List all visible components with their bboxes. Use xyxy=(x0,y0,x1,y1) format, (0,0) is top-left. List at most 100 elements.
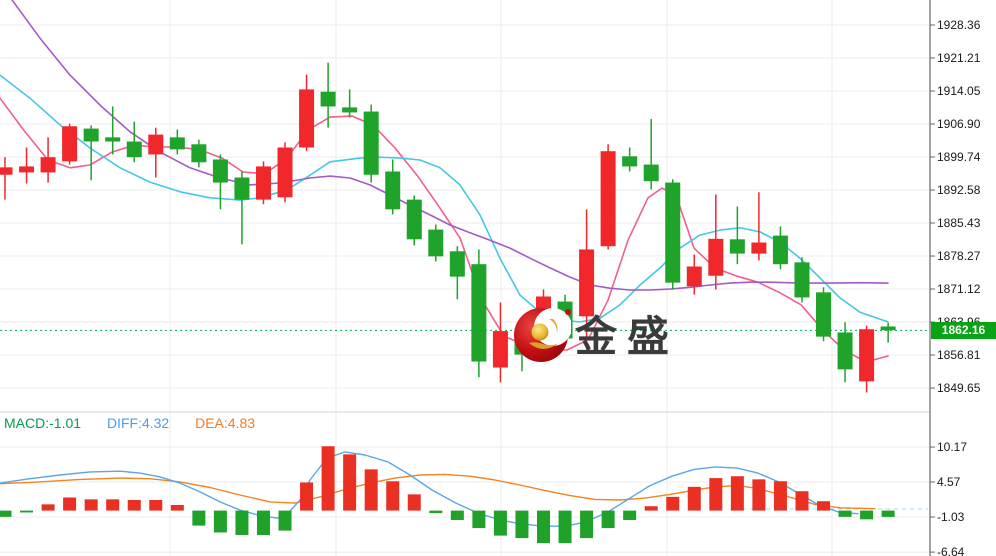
macd-histogram-bar xyxy=(213,510,227,533)
candle-body xyxy=(536,296,551,345)
macd-histogram-bar xyxy=(429,510,443,514)
macd-tick-label: -1.03 xyxy=(937,510,965,525)
candle-body xyxy=(406,199,422,240)
last-price-badge: 1862.16 xyxy=(931,322,996,340)
candle-body xyxy=(363,111,379,175)
candle-body xyxy=(600,151,616,247)
candle-body xyxy=(40,157,56,173)
macd-histogram-bar xyxy=(817,501,831,511)
price-tick-label: 1928.36 xyxy=(937,18,981,32)
macd-histogram-bar xyxy=(687,486,701,511)
price-tick-label: 1856.81 xyxy=(937,348,981,363)
diff-value-readout: DIFF:4.32 xyxy=(106,415,170,431)
candle-body xyxy=(212,159,228,183)
macd-histogram-bar xyxy=(838,510,852,517)
candle-body xyxy=(255,166,271,200)
macd-histogram-bar xyxy=(623,510,637,520)
candle-body xyxy=(622,156,638,167)
macd-indicator-header: MACD:-1.01 DIFF:4.32 DEA:4.83 xyxy=(4,415,277,431)
candle-body xyxy=(105,137,121,142)
macd-histogram-bar xyxy=(170,504,184,511)
price-tick-label: 1892.58 xyxy=(937,183,981,198)
macd-histogram-bar xyxy=(364,469,378,511)
candle-body xyxy=(816,292,832,337)
dea-value-readout: DEA:4.83 xyxy=(195,415,256,431)
macd-histogram-bar xyxy=(666,496,680,511)
ma-line-MA-slow xyxy=(11,0,889,291)
macd-histogram-bar xyxy=(644,506,658,511)
candle-body xyxy=(277,147,293,198)
macd-histogram-bar xyxy=(515,510,529,539)
macd-histogram-bar xyxy=(730,476,744,511)
macd-histogram-bar xyxy=(321,446,335,511)
candle-body xyxy=(428,229,444,257)
macd-histogram-bar xyxy=(860,510,874,520)
dea-line xyxy=(0,473,876,510)
macd-histogram-bar xyxy=(300,482,314,511)
macd-histogram-bar xyxy=(537,510,550,544)
candle-body xyxy=(492,331,508,368)
price-tick-label: 1849.65 xyxy=(937,381,981,396)
price-tick-label: 1871.12 xyxy=(937,282,981,297)
macd-histogram-bar xyxy=(63,497,77,511)
macd-histogram-bar xyxy=(106,499,120,511)
candle-body xyxy=(772,235,788,265)
candle-body xyxy=(385,171,401,210)
macd-histogram-bar xyxy=(773,481,787,511)
macd-histogram-bar xyxy=(386,481,400,511)
candle-body xyxy=(686,266,702,287)
macd-histogram-bar xyxy=(752,479,766,511)
macd-histogram-bar xyxy=(256,510,270,535)
macd-histogram-bar xyxy=(127,499,141,511)
macd-tick-label: 4.57 xyxy=(937,475,961,490)
macd-histogram-bar xyxy=(0,510,12,517)
macd-tick-label: 10.17 xyxy=(937,440,968,455)
macd-histogram-bar xyxy=(407,494,421,511)
candle-body xyxy=(729,239,745,254)
candle-body xyxy=(62,126,78,162)
price-tick-label: 1921.21 xyxy=(937,50,981,65)
macd-histogram-bar xyxy=(343,454,357,511)
macd-value-readout: MACD:-1.01 xyxy=(4,415,82,431)
macd-histogram-bar xyxy=(20,510,34,513)
candle-body xyxy=(643,164,659,182)
candle-body xyxy=(234,177,250,200)
candle-body xyxy=(126,141,142,158)
candle-body xyxy=(83,128,99,142)
candle-body xyxy=(794,262,810,298)
price-tick-label: 1914.05 xyxy=(937,84,981,98)
price-tick-label: 1878.27 xyxy=(937,249,981,264)
macd-histogram-bar xyxy=(472,510,486,529)
candle-body xyxy=(708,238,724,276)
candle-body xyxy=(751,242,767,254)
candle-body xyxy=(342,107,358,113)
macd-histogram-bar xyxy=(192,510,206,526)
candle-body xyxy=(299,89,315,148)
candle-body xyxy=(148,134,164,155)
macd-histogram-bar xyxy=(41,504,55,511)
candle-body xyxy=(320,91,336,107)
price-tick-label: 1899.74 xyxy=(937,150,981,164)
macd-histogram-bar xyxy=(450,510,464,520)
macd-histogram-bar xyxy=(881,510,895,517)
diff-line xyxy=(0,451,859,527)
macd-histogram-bar xyxy=(795,491,809,511)
ma-line-MA-mid xyxy=(0,74,889,323)
macd-histogram-bar xyxy=(493,510,507,536)
macd-histogram-bar xyxy=(709,478,723,511)
candle-body xyxy=(880,326,896,331)
candle-body xyxy=(514,334,530,355)
macd-tick-label: -6.64 xyxy=(937,545,965,556)
macd-histogram-bar xyxy=(235,510,249,535)
macd-histogram-bar xyxy=(278,510,292,531)
candle-body xyxy=(579,249,595,317)
macd-histogram-bar xyxy=(558,510,572,544)
price-tick-label: 1906.90 xyxy=(937,116,981,131)
candle-body xyxy=(449,251,465,277)
macd-histogram-bar xyxy=(601,510,615,529)
candle-body xyxy=(191,144,207,163)
macd-histogram-bar xyxy=(149,499,163,511)
candle-body xyxy=(0,167,13,175)
